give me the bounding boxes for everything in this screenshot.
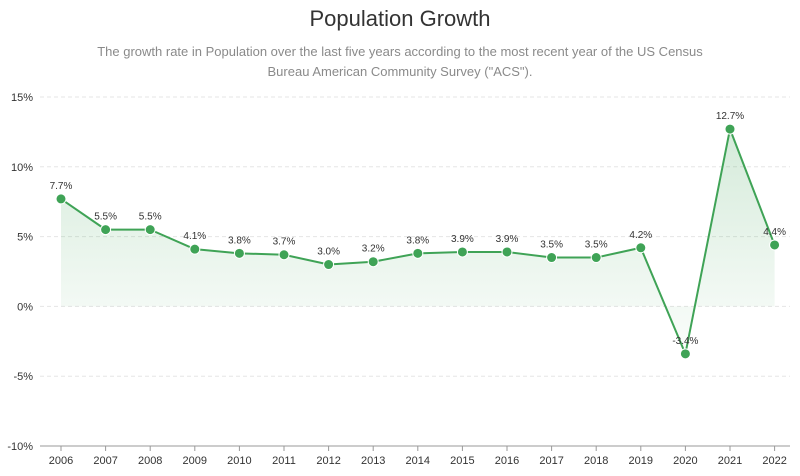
x-tick-label-2014: 2014 [406,455,430,467]
y-tick-label: 15% [11,92,33,104]
data-point-2012 [323,259,335,271]
data-label-2022: 4.4% [763,227,786,238]
data-point-2014 [412,247,424,259]
data-point-2015 [456,246,468,258]
data-point-2022 [769,239,781,251]
data-point-2013 [367,256,379,268]
x-tick-label-2017: 2017 [539,455,563,467]
y-axis-ticks: 15% 10% 5% 0% -5% -10% [7,92,33,453]
data-label-2012: 3.0% [317,247,340,258]
x-tick-label-2015: 2015 [450,455,474,467]
x-tick-label-2018: 2018 [584,455,608,467]
data-point-2010 [233,247,245,259]
chart-subtitle: The growth rate in Population over the l… [97,44,703,79]
data-point-2018 [590,252,602,264]
data-label-2006: 7.7% [50,181,73,192]
chart-title: Population Growth [309,6,491,31]
x-tick-label-2008: 2008 [138,455,162,467]
x-tick-label-2016: 2016 [495,455,519,467]
data-label-2015: 3.9% [451,234,474,245]
data-point-2019 [635,242,647,254]
x-tick-label-2020: 2020 [673,455,697,467]
x-tick-label-2012: 2012 [316,455,340,467]
y-tick-label: 10% [11,162,33,174]
data-point-2016 [501,246,513,258]
data-label-2009: 4.1% [183,231,206,242]
x-axis-ticks: 2006 2007 2008 2009 2010 2011 2012 2013 2014 2015… [49,455,787,467]
data-label-2014: 3.8% [406,235,429,246]
data-label-2020: -3.4% [672,336,698,347]
data-point-2021 [724,123,736,135]
x-tick-label-2011: 2011 [272,455,296,467]
area-fill-layer [61,129,775,354]
data-point-2007 [100,224,112,236]
data-label-2013: 3.2% [362,244,385,255]
data-point-2006 [55,193,67,205]
x-tick-label-2022: 2022 [762,455,786,467]
x-tick-label-2006: 2006 [49,455,73,467]
data-point-2008 [144,224,156,236]
x-tick-label-2021: 2021 [718,455,742,467]
x-tick-label-2010: 2010 [227,455,251,467]
data-labels: 7.7% 5.5% 5.5% 4.1% 3.8% 3.7% 3.0% 3.2% 3.8% 3.9%… [50,111,787,347]
x-tick-label-2019: 2019 [629,455,653,467]
data-label-2018: 3.5% [585,240,608,251]
y-tick-label: -10% [7,441,33,453]
x-tick-label-2009: 2009 [183,455,207,467]
y-tick-label: -5% [13,371,33,383]
data-label-2019: 4.2% [629,230,652,241]
data-label-2016: 3.9% [496,234,519,245]
data-points [55,123,781,360]
data-point-2011 [278,249,290,261]
x-axis [40,445,790,451]
data-label-2007: 5.5% [94,212,117,223]
data-label-2010: 3.8% [228,235,251,246]
data-label-2017: 3.5% [540,240,563,251]
data-point-2020 [679,348,691,360]
area-fill [61,129,775,354]
data-label-2008: 5.5% [139,212,162,223]
data-point-2017 [546,252,558,264]
x-tick-label-2007: 2007 [93,455,117,467]
x-tick-label-2013: 2013 [361,455,385,467]
data-label-2011: 3.7% [273,237,296,248]
y-tick-label: 5% [17,232,33,244]
data-label-2021: 12.7% [716,111,744,122]
data-point-2009 [189,243,201,255]
y-tick-label: 0% [17,301,33,313]
